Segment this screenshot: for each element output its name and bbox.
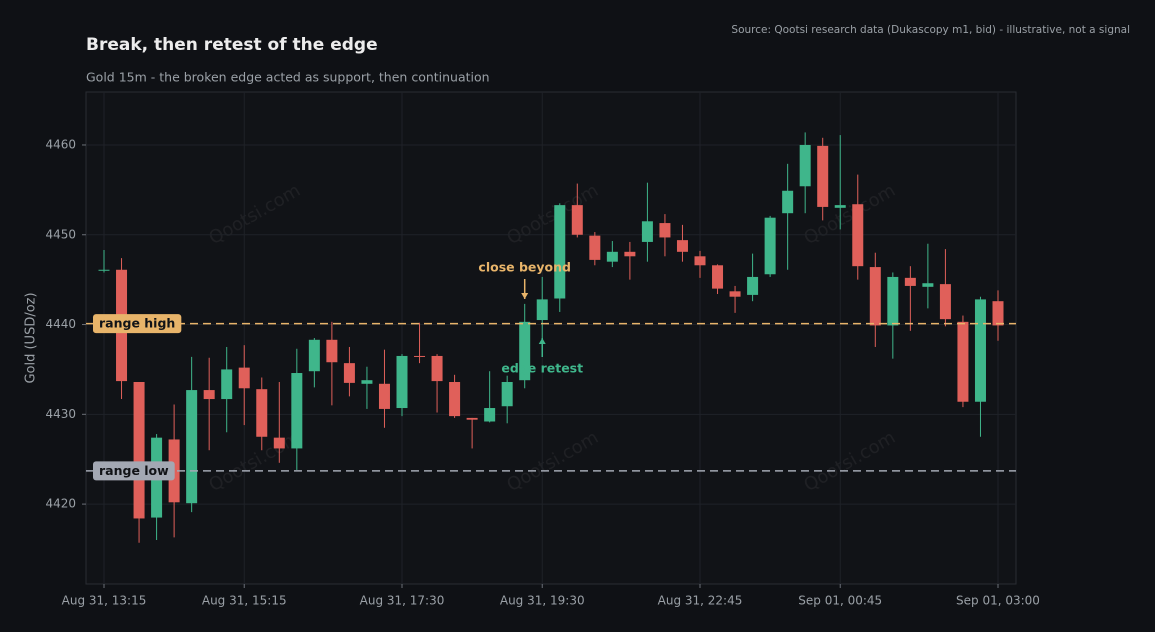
candle-body — [186, 390, 198, 504]
x-tick-label: Sep 01, 00:45 — [798, 594, 882, 608]
candle-body — [98, 269, 110, 271]
candle-body — [554, 205, 566, 299]
candle-body — [939, 284, 951, 320]
candle-body — [694, 256, 706, 266]
candle-body — [238, 367, 250, 389]
candle-body — [291, 373, 303, 449]
candle-body — [764, 217, 776, 275]
chart-subtitle: Gold 15m - the broken edge acted as supp… — [86, 70, 490, 85]
candle-body — [869, 267, 881, 326]
candle-body — [589, 235, 601, 260]
annotation-arrowhead — [538, 338, 546, 344]
candle-body — [922, 283, 934, 287]
candle-body — [431, 355, 443, 382]
candle-body — [484, 408, 496, 422]
candle-body — [501, 381, 513, 407]
candle-body — [536, 299, 548, 321]
candle-body — [361, 380, 373, 384]
candle-body — [466, 417, 478, 420]
candle-body — [133, 381, 145, 519]
candle-body — [256, 389, 268, 437]
annotation-arrowhead — [521, 293, 529, 299]
candle-body — [449, 381, 461, 417]
chart-title: Break, then retest of the edge — [86, 35, 378, 55]
level-label: range low — [93, 461, 175, 481]
candle-body — [729, 291, 741, 297]
y-axis-label: Gold (USD/oz) — [24, 292, 39, 383]
level-label-box — [93, 314, 182, 334]
candle-body — [519, 321, 531, 381]
candle-body — [712, 265, 724, 289]
x-tick-label: Aug 31, 17:30 — [360, 594, 445, 608]
candle-body — [799, 144, 811, 187]
candle-body — [641, 221, 653, 242]
candle-body — [378, 383, 390, 409]
candle-body — [273, 437, 285, 449]
candle-body — [817, 145, 829, 207]
annotation: close beyond — [478, 260, 571, 275]
candle-body — [659, 223, 671, 238]
candle-body — [396, 355, 408, 409]
candle-body — [782, 190, 794, 214]
candle-body — [203, 390, 215, 400]
source-note: Source: Qootsi research data (Dukascopy … — [731, 24, 1130, 36]
candle-body — [676, 240, 688, 252]
candle-body — [834, 205, 846, 208]
x-tick-label: Aug 31, 15:15 — [202, 594, 287, 608]
candle-body — [852, 204, 864, 267]
candle-body — [974, 299, 986, 402]
x-tick-label: Aug 31, 22:45 — [658, 594, 743, 608]
candle-body — [308, 339, 320, 372]
y-tick-label: 4420 — [45, 497, 76, 511]
candle-body — [606, 251, 618, 262]
annotation: edge retest — [501, 361, 583, 376]
candle-body — [414, 355, 426, 357]
candle-body — [747, 276, 759, 295]
candle-body — [992, 301, 1004, 326]
x-tick-label: Aug 31, 19:30 — [500, 594, 585, 608]
candle-body — [343, 363, 355, 383]
candle-body — [904, 277, 916, 286]
plot-area — [85, 91, 1017, 585]
level-label-text: range low — [99, 463, 169, 478]
x-tick-label: Aug 31, 13:15 — [62, 594, 147, 608]
candle-body — [326, 339, 338, 363]
x-tick-label: Sep 01, 03:00 — [956, 594, 1040, 608]
candle-body — [221, 369, 233, 400]
y-tick-label: 4450 — [45, 227, 76, 241]
level-label: range high — [93, 314, 182, 334]
y-tick-label: 4430 — [45, 407, 76, 421]
candle-body — [624, 251, 636, 257]
candle-body — [571, 205, 583, 235]
level-label-box — [93, 461, 175, 481]
level-label-text: range high — [99, 316, 175, 331]
candle-body — [957, 321, 969, 402]
candle-body — [887, 276, 899, 326]
y-tick-label: 4440 — [45, 317, 76, 331]
y-tick-label: 4460 — [45, 137, 76, 151]
